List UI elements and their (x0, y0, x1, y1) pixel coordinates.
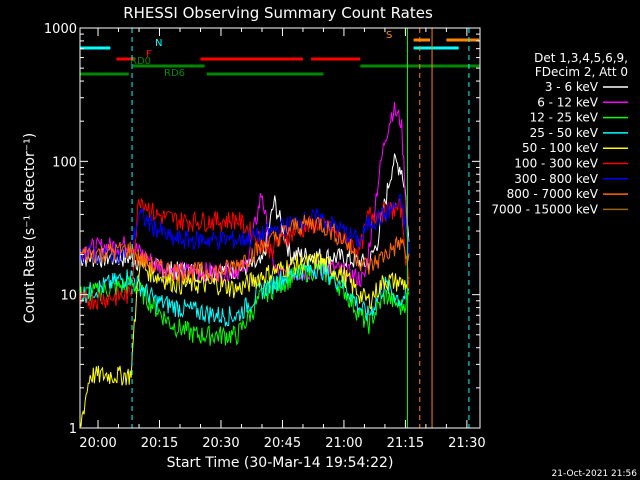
series-line (79, 260, 410, 327)
series-line (79, 193, 410, 266)
x-tick-label: 20:00 (79, 436, 116, 451)
legend-item-label: 800 - 7000 keV (507, 187, 599, 201)
y-tick-label: 1000 (44, 22, 77, 37)
x-tick-label: 20:45 (264, 436, 301, 451)
legend-item-label: 300 - 800 keV (514, 172, 598, 186)
legend-item-label: 3 - 6 keV (545, 80, 599, 94)
flag-label-rd6: RD6 (164, 68, 185, 79)
series-line (79, 214, 410, 284)
legend-item-label: 25 - 50 keV (530, 126, 599, 140)
y-tick-label: 10 (60, 289, 77, 304)
flag-label-f: F (146, 49, 152, 60)
series-12-25-kev (79, 260, 410, 346)
x-tick-label: 20:30 (202, 436, 239, 451)
chart-title: RHESSI Observing Summary Count Rates (123, 4, 433, 22)
legend-item-label: 12 - 25 keV (530, 111, 599, 125)
flag-label-s: S (386, 30, 392, 41)
y-tick-label: 1 (69, 422, 77, 437)
flag-label-n: N (155, 38, 162, 49)
x-axis-label: Start Time (30-Mar-14 19:54:22) (167, 455, 394, 471)
x-tick-label: 21:30 (448, 436, 485, 451)
series-50-100-kev (79, 252, 410, 427)
footer-timestamp: 21-Oct-2021 21:56 (552, 469, 638, 479)
series-line (79, 252, 410, 427)
legend-header: Det 1,3,4,5,6,9, (534, 51, 628, 65)
y-axis-label: Count Rate (s⁻¹ detector⁻¹) (22, 133, 38, 323)
legend-item-label: 100 - 300 keV (514, 157, 598, 171)
legend-item-label: 6 - 12 keV (537, 95, 599, 109)
series-3-6-kev (79, 153, 410, 284)
y-tick-label: 100 (52, 155, 77, 170)
data-layer (79, 102, 410, 427)
x-axis: 20:00 20:15 20:30 20:45 21:00 21:15 21:30 (79, 28, 486, 451)
series-line (79, 153, 410, 284)
series-800-7000-kev (79, 214, 410, 284)
x-tick-label: 20:15 (141, 436, 178, 451)
flag-label-rd0: RD0 (130, 56, 151, 67)
x-tick-label: 21:00 (325, 436, 362, 451)
series-line (79, 260, 410, 346)
series-25-50-kev (79, 260, 410, 327)
plot-frame (79, 27, 481, 429)
legend: Det 1,3,4,5,6,9,FDecim 2, Att 03 - 6 keV… (491, 51, 628, 216)
legend-item-label: 7000 - 15000 keV (491, 202, 598, 216)
legend-item-label: 50 - 100 keV (522, 141, 599, 155)
legend-header: FDecim 2, Att 0 (535, 65, 628, 79)
y-axis: 1 10 100 1000 (44, 22, 480, 437)
x-tick-label: 21:15 (387, 436, 424, 451)
series-300-800-kev (79, 193, 410, 266)
